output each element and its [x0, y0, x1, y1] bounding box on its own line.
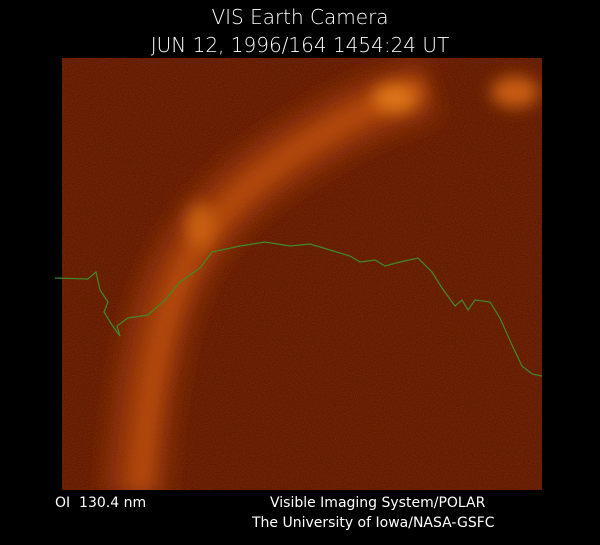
credit-label: The University of Iowa/NASA-GSFC	[251, 515, 495, 531]
coastline	[54, 241, 543, 377]
title: VIS Earth Camera	[211, 5, 388, 29]
image	[62, 58, 542, 490]
filter-label: OI 130.4 nm	[55, 495, 146, 511]
instrument-label: Visible Imaging System/POLAR	[270, 495, 486, 511]
subtitle: JUN 12, 1996/164 1454:24 UT	[151, 33, 450, 57]
